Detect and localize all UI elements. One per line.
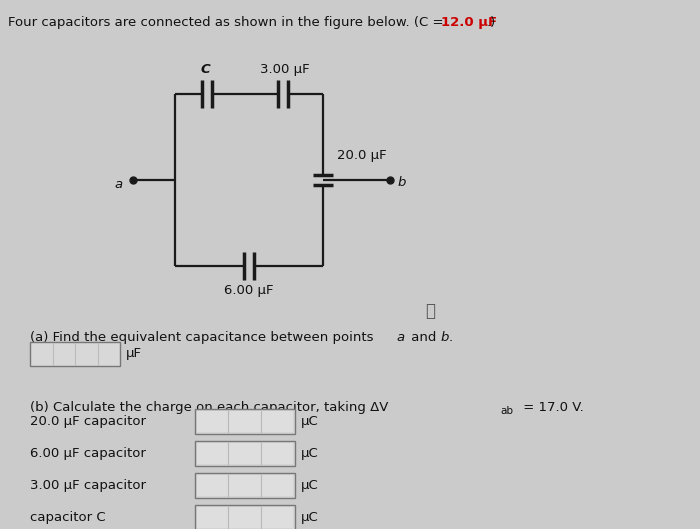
Bar — [197, 443, 293, 464]
Text: (b) Calculate the charge on each capacitor, taking ΔV: (b) Calculate the charge on each capacit… — [30, 401, 389, 414]
Bar — [197, 507, 293, 528]
Text: μC: μC — [301, 447, 318, 460]
Text: μC: μC — [301, 415, 318, 428]
Text: .: . — [449, 331, 453, 344]
Text: a: a — [115, 178, 123, 190]
Text: = 17.0 V.: = 17.0 V. — [519, 401, 584, 414]
Text: 20.0 μF capacitor: 20.0 μF capacitor — [30, 415, 146, 428]
Text: a: a — [396, 331, 404, 344]
Text: μC: μC — [301, 511, 318, 524]
Text: 20.0 μF: 20.0 μF — [337, 149, 386, 162]
Text: 3.00 μF: 3.00 μF — [260, 63, 310, 76]
Text: μF: μF — [126, 348, 142, 360]
Bar — [195, 505, 295, 529]
Text: ab: ab — [500, 406, 513, 416]
Bar — [195, 409, 295, 434]
Text: b: b — [398, 177, 407, 189]
Text: 3.00 μF capacitor: 3.00 μF capacitor — [30, 479, 146, 492]
Text: C: C — [200, 63, 210, 76]
Text: 6.00 μF capacitor: 6.00 μF capacitor — [30, 447, 146, 460]
Text: and: and — [407, 331, 440, 344]
Bar — [197, 475, 293, 496]
Text: capacitor C: capacitor C — [30, 511, 106, 524]
Text: .): .) — [487, 16, 496, 29]
Bar — [195, 441, 295, 466]
Bar — [197, 411, 293, 432]
Bar — [30, 342, 120, 366]
Text: 6.00 μF: 6.00 μF — [224, 284, 274, 297]
Text: b: b — [441, 331, 449, 344]
Text: (a) Find the equivalent capacitance between points: (a) Find the equivalent capacitance betw… — [30, 331, 378, 344]
Text: 12.0 μF: 12.0 μF — [441, 16, 497, 29]
Text: ⓘ: ⓘ — [425, 302, 435, 320]
Text: μC: μC — [301, 479, 318, 492]
Text: Four capacitors are connected as shown in the figure below. (C =: Four capacitors are connected as shown i… — [8, 16, 448, 29]
Bar — [195, 473, 295, 498]
